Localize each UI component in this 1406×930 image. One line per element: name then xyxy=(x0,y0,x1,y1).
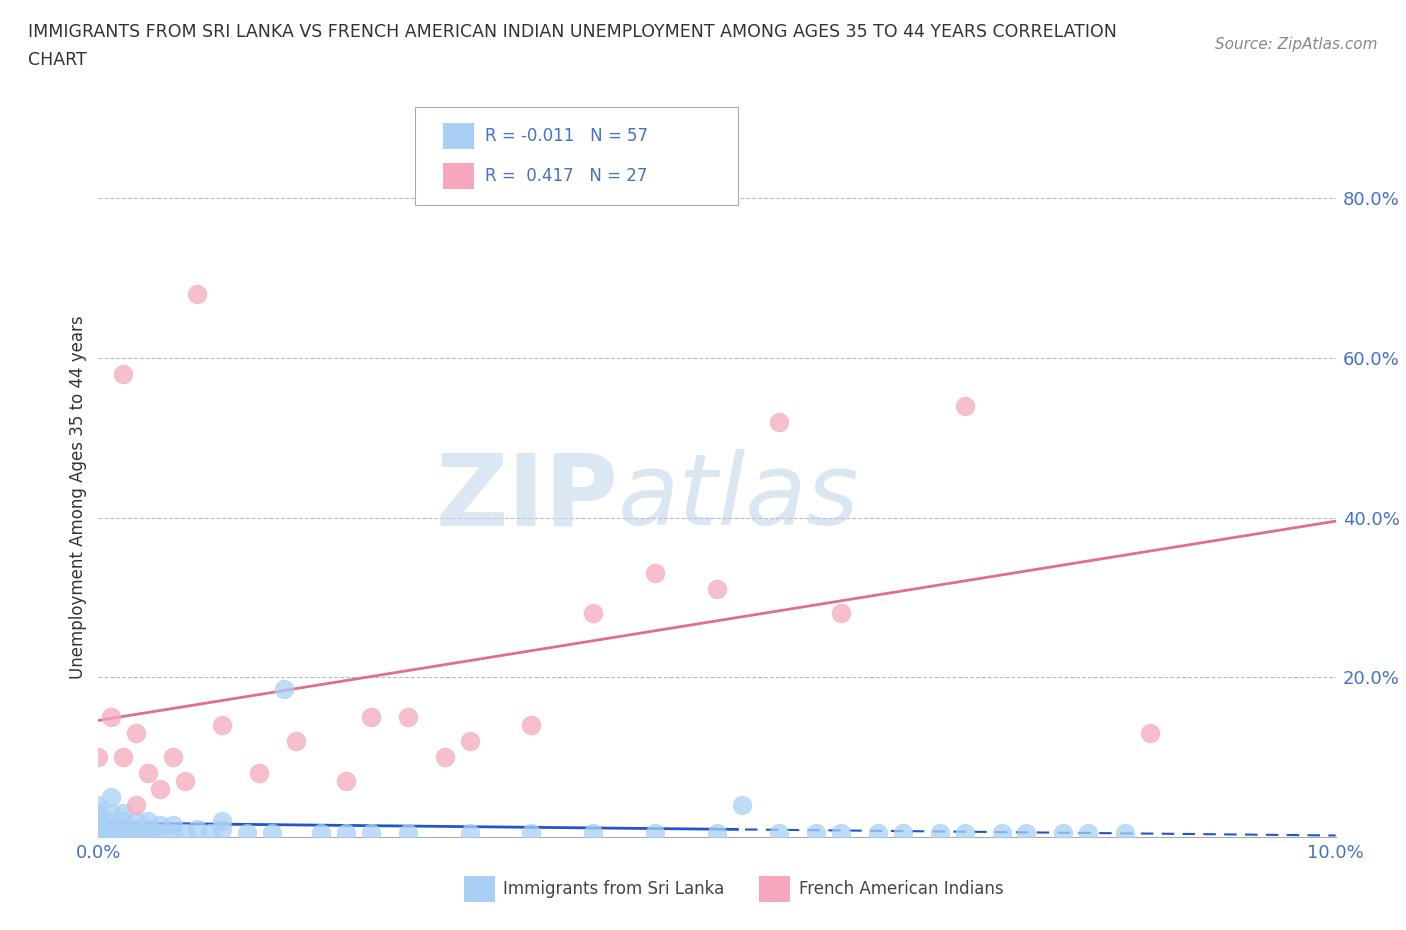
Point xyxy=(1139,725,1161,740)
Point xyxy=(520,826,543,841)
Text: atlas: atlas xyxy=(619,449,859,546)
Point xyxy=(112,826,135,841)
Point xyxy=(866,826,889,841)
Point xyxy=(236,826,259,841)
Text: Immigrants from Sri Lanka: Immigrants from Sri Lanka xyxy=(503,880,724,898)
Point xyxy=(112,814,135,829)
Point xyxy=(891,826,914,841)
Point xyxy=(706,826,728,841)
Text: IMMIGRANTS FROM SRI LANKA VS FRENCH AMERICAN INDIAN UNEMPLOYMENT AMONG AGES 35 T: IMMIGRANTS FROM SRI LANKA VS FRENCH AMER… xyxy=(28,23,1116,41)
Point xyxy=(162,817,184,832)
Point xyxy=(112,805,135,820)
Point xyxy=(100,710,122,724)
Point xyxy=(149,826,172,841)
Point xyxy=(335,774,357,789)
Point xyxy=(520,718,543,733)
Point xyxy=(124,814,146,829)
Text: French American Indians: French American Indians xyxy=(799,880,1004,898)
Point xyxy=(433,750,456,764)
Point xyxy=(87,798,110,813)
Point xyxy=(87,821,110,836)
Point xyxy=(87,826,110,841)
Point xyxy=(124,725,146,740)
Point xyxy=(953,398,976,413)
Point xyxy=(830,606,852,621)
Point xyxy=(582,826,605,841)
Point xyxy=(87,830,110,844)
Point xyxy=(768,414,790,429)
Point xyxy=(136,814,159,829)
Point xyxy=(990,826,1012,841)
Text: CHART: CHART xyxy=(28,51,87,69)
Point xyxy=(706,582,728,597)
Point xyxy=(396,710,419,724)
Point xyxy=(768,826,790,841)
Point xyxy=(136,826,159,841)
Point xyxy=(87,805,110,820)
Point xyxy=(174,826,197,841)
Point xyxy=(1015,826,1038,841)
Point xyxy=(174,774,197,789)
Text: R = -0.011   N = 57: R = -0.011 N = 57 xyxy=(485,126,648,145)
Point xyxy=(309,826,332,841)
Point xyxy=(644,566,666,581)
Point xyxy=(928,826,950,841)
Point xyxy=(830,826,852,841)
Point xyxy=(162,826,184,841)
Point xyxy=(360,710,382,724)
Point xyxy=(100,805,122,820)
Point xyxy=(186,286,208,301)
Point xyxy=(953,826,976,841)
Point xyxy=(100,830,122,844)
Point xyxy=(211,718,233,733)
Point xyxy=(458,734,481,749)
Point xyxy=(731,798,754,813)
Point xyxy=(198,826,221,841)
Point xyxy=(162,750,184,764)
Point xyxy=(211,821,233,836)
Point xyxy=(247,765,270,780)
Text: Source: ZipAtlas.com: Source: ZipAtlas.com xyxy=(1215,37,1378,52)
Point xyxy=(112,750,135,764)
Point xyxy=(804,826,827,841)
Point xyxy=(124,826,146,841)
Point xyxy=(582,606,605,621)
Point xyxy=(1077,826,1099,841)
Point xyxy=(100,821,122,836)
Point xyxy=(1052,826,1074,841)
Point xyxy=(644,826,666,841)
Point xyxy=(112,821,135,836)
Y-axis label: Unemployment Among Ages 35 to 44 years: Unemployment Among Ages 35 to 44 years xyxy=(69,316,87,679)
Point xyxy=(273,682,295,697)
Point xyxy=(124,821,146,836)
Text: R =  0.417   N = 27: R = 0.417 N = 27 xyxy=(485,166,647,185)
Point xyxy=(396,826,419,841)
Point xyxy=(100,826,122,841)
Point xyxy=(186,821,208,836)
Point xyxy=(260,826,283,841)
Point xyxy=(136,821,159,836)
Point xyxy=(112,366,135,381)
Point xyxy=(285,734,308,749)
Point xyxy=(100,814,122,829)
Point xyxy=(360,826,382,841)
Point xyxy=(124,798,146,813)
Point xyxy=(149,817,172,832)
Point xyxy=(458,826,481,841)
Point xyxy=(136,765,159,780)
Point xyxy=(87,750,110,764)
Point xyxy=(87,814,110,829)
Point xyxy=(87,817,110,832)
Text: ZIP: ZIP xyxy=(436,449,619,546)
Point xyxy=(149,781,172,796)
Point xyxy=(211,814,233,829)
Point xyxy=(1114,826,1136,841)
Point xyxy=(100,790,122,804)
Point xyxy=(335,826,357,841)
